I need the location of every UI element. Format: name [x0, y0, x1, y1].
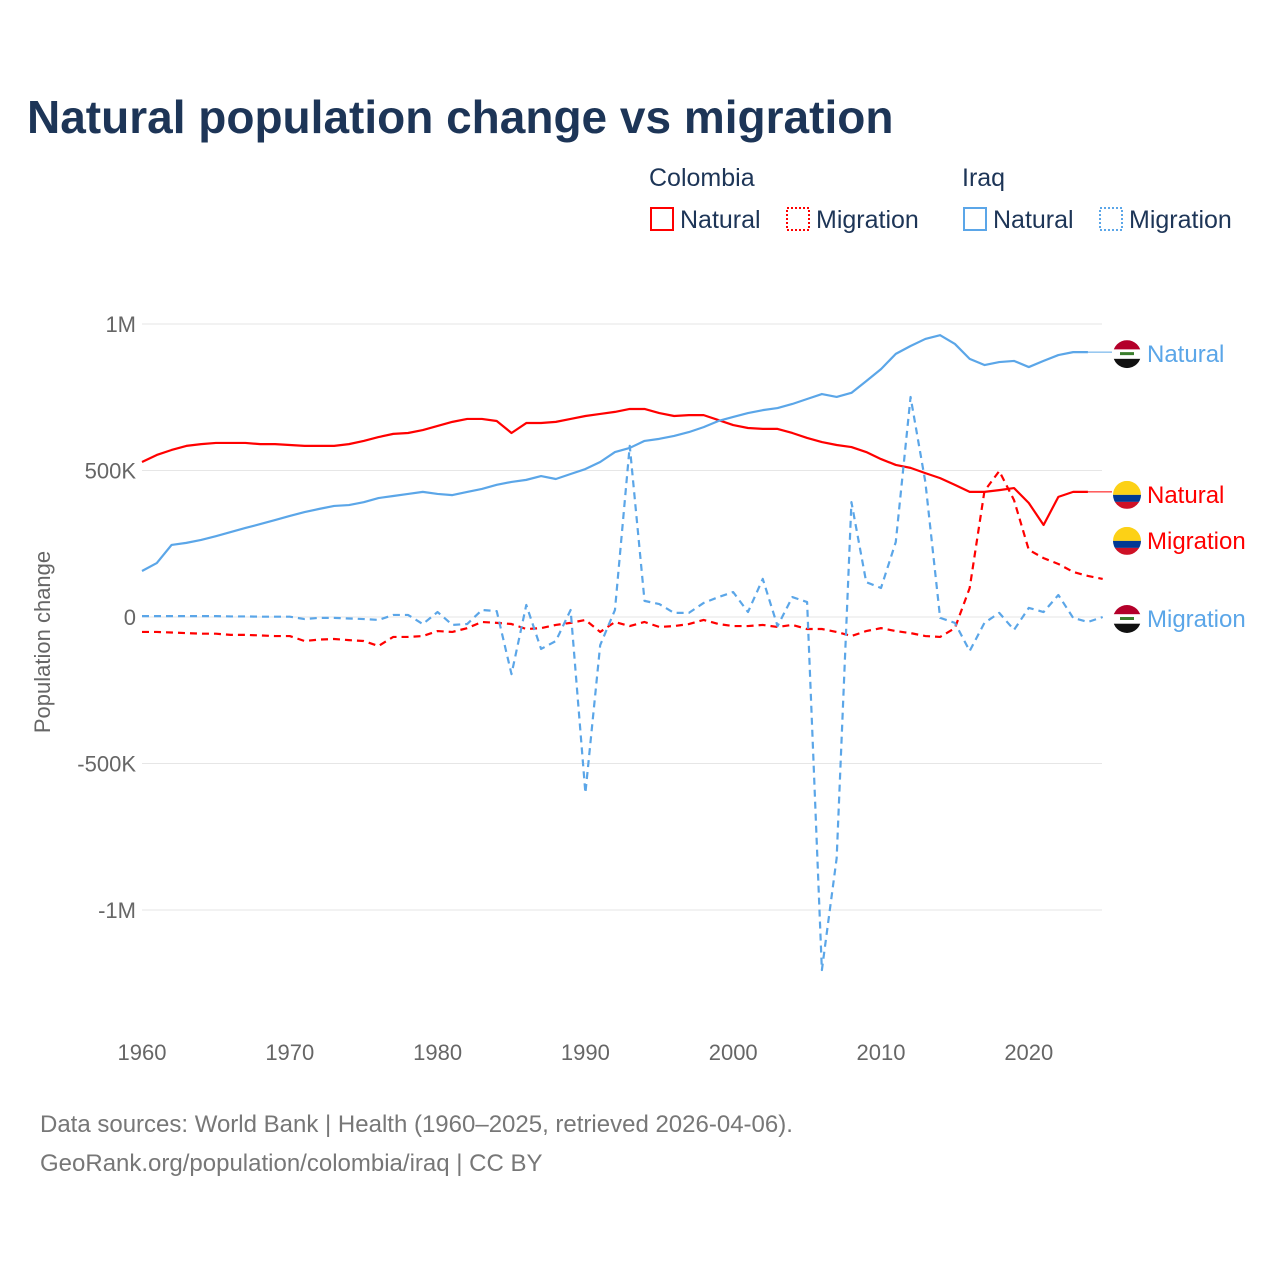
y-tick-label: 500K — [85, 459, 137, 484]
legend-colombia-migration[interactable]: Migration — [786, 206, 919, 234]
series-lines — [141, 334, 1112, 972]
iraq-migration-line — [142, 395, 1104, 972]
iraq-flag-icon — [1113, 340, 1141, 369]
chart-title: Natural population change vs migration — [27, 91, 893, 143]
end-label: Migration — [1147, 606, 1246, 633]
end-labels: Natural Migration Natural Migration — [1113, 340, 1246, 633]
iraq-natural-line — [141, 334, 1088, 572]
legend-swatch-solid — [963, 207, 987, 231]
y-tick-label: 1M — [105, 312, 136, 337]
legend-colombia-natural[interactable]: Natural — [650, 206, 761, 234]
colombia-migration-line — [142, 469, 1103, 648]
end-label: Migration — [1147, 528, 1246, 555]
colombia-flag-icon — [1113, 526, 1141, 555]
x-tick-label: 2000 — [709, 1040, 758, 1065]
legend-iraq-migration[interactable]: Migration — [1099, 206, 1232, 234]
legend-swatch-solid — [650, 207, 674, 231]
legend-label: Natural — [680, 206, 761, 234]
end-label: Natural — [1147, 482, 1224, 509]
x-tick-label: 1980 — [413, 1040, 462, 1065]
x-tick-label: 1970 — [265, 1040, 314, 1065]
gridlines — [142, 323, 1102, 911]
colombia-flag-icon — [1113, 480, 1141, 509]
x-tick-label: 1960 — [118, 1040, 167, 1065]
legend-label: Natural — [993, 206, 1074, 234]
legend-swatch-dotted — [1099, 207, 1123, 231]
iraq-flag-icon — [1113, 605, 1141, 633]
y-tick-label: -500K — [77, 752, 136, 777]
legend-swatch-dotted — [786, 207, 810, 231]
legend-group-iraq: Iraq — [962, 164, 1005, 192]
footer-link[interactable]: GeoRank.org/population/colombia/iraq | C… — [40, 1150, 543, 1177]
y-tick-label: -1M — [98, 898, 136, 923]
end-label: Natural — [1147, 341, 1224, 368]
legend-group-colombia: Colombia — [649, 164, 755, 192]
legend-iraq-natural[interactable]: Natural — [963, 206, 1074, 234]
x-ticks: 1960 1970 1980 1990 2000 2010 2020 — [118, 1040, 1054, 1065]
y-tick-label: 0 — [124, 605, 136, 630]
y-axis-label: Population change — [30, 551, 55, 733]
y-ticks: 1M 500K 0 -500K -1M — [77, 312, 136, 923]
x-tick-label: 2020 — [1004, 1040, 1053, 1065]
x-tick-label: 1990 — [561, 1040, 610, 1065]
footer-source: Data sources: World Bank | Health (1960–… — [40, 1111, 793, 1138]
x-tick-label: 2010 — [857, 1040, 906, 1065]
colombia-natural-line — [141, 407, 1088, 527]
legend-label: Migration — [1129, 206, 1232, 234]
legend-label: Migration — [816, 206, 919, 234]
